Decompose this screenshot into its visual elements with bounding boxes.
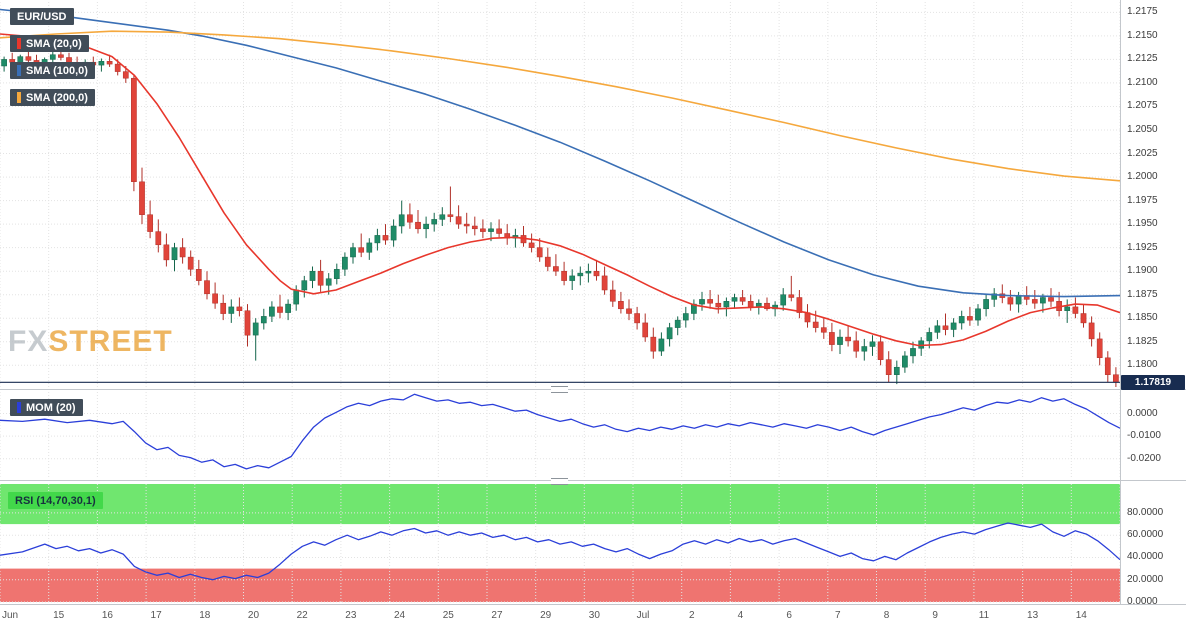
sma20-label: SMA (20,0) xyxy=(26,37,82,50)
rsi-indicator-badge[interactable]: RSI (14,70,30,1) xyxy=(8,492,103,509)
symbol-label: EUR/USD xyxy=(17,10,67,23)
legend-sma100-badge[interactable]: SMA (100,0) xyxy=(10,62,95,79)
mom-label: MOM (20) xyxy=(26,401,76,414)
panel-resize-handle-mom[interactable] xyxy=(551,386,568,393)
sma200-label: SMA (200,0) xyxy=(26,91,88,104)
panel-resize-handle-rsi[interactable] xyxy=(551,478,568,485)
watermark-fx: FX xyxy=(8,325,49,358)
legend-sma200-badge[interactable]: SMA (200,0) xyxy=(10,89,95,106)
rsi-bands xyxy=(0,484,1120,602)
sma20-color-swatch xyxy=(17,38,21,49)
sma100-label: SMA (100,0) xyxy=(26,64,88,77)
candlestick-series xyxy=(1,49,1119,387)
symbol-badge[interactable]: EUR/USD xyxy=(10,8,74,25)
last-price-badge: 1.17819 xyxy=(1121,375,1185,391)
fxstreet-watermark: FXSTREET xyxy=(8,327,173,357)
mom-color-swatch xyxy=(17,402,21,413)
horizontal-gridlines xyxy=(0,11,1120,603)
panel-separators xyxy=(0,0,1186,605)
sma100-color-swatch xyxy=(17,65,21,76)
watermark-street: STREET xyxy=(48,325,173,358)
rsi-line xyxy=(0,522,1121,581)
legend-sma20-badge[interactable]: SMA (20,0) xyxy=(10,35,89,52)
mom-line xyxy=(0,393,1121,470)
vertical-gridlines xyxy=(0,2,1121,602)
sma200-color-swatch xyxy=(17,92,21,103)
sma-overlays xyxy=(0,8,1120,347)
rsi-label: RSI (14,70,30,1) xyxy=(15,494,96,507)
mom-indicator-badge[interactable]: MOM (20) xyxy=(10,399,83,416)
